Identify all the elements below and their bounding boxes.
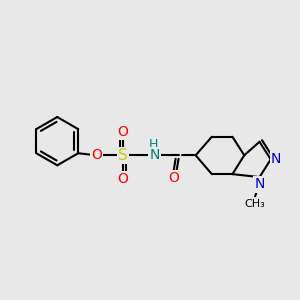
- Text: O: O: [118, 125, 128, 139]
- Text: N: N: [254, 177, 265, 191]
- Text: N: N: [271, 152, 281, 167]
- Text: O: O: [118, 172, 128, 186]
- Text: N: N: [149, 148, 160, 162]
- Text: O: O: [91, 148, 102, 162]
- Text: S: S: [118, 148, 128, 163]
- Text: O: O: [168, 171, 179, 185]
- Text: CH₃: CH₃: [245, 200, 266, 209]
- Text: H: H: [149, 139, 158, 152]
